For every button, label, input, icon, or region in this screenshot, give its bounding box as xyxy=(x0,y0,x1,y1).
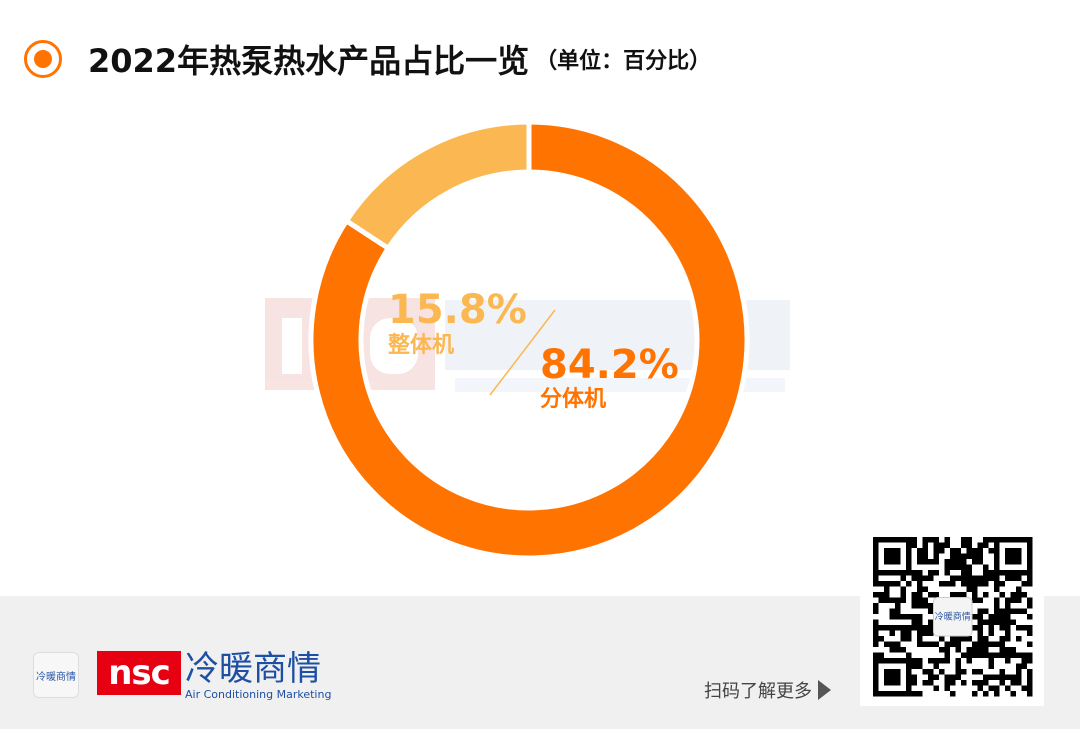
brand-en: Air Conditioning Marketing xyxy=(185,688,332,701)
category-label-2: 整体机 xyxy=(388,332,454,358)
title-row: 2022年热泵热水产品占比一览 （单位：百分比） xyxy=(24,36,711,82)
brand-cn: 冷暖商情 xyxy=(185,649,321,689)
unit-label: （单位：百分比） xyxy=(535,49,712,74)
donut-slice-1 xyxy=(308,119,750,561)
data-label-2: 15.8% xyxy=(388,287,527,333)
qr-center-logo: 冷暖商情 xyxy=(935,611,971,623)
data-label-1: 84.2% xyxy=(540,342,679,388)
category-label-1: 分体机 xyxy=(540,387,606,412)
donut-chart: 15.8% 整体机 84.2% 分体机 xyxy=(265,119,790,561)
brand-logo: nsc 冷暖商情 Air Conditioning Marketing xyxy=(97,649,331,701)
brand-abbr: nsc xyxy=(97,651,181,695)
divider-line xyxy=(489,309,556,396)
donut-slice-2 xyxy=(342,119,532,252)
scan-prompt: 扫码了解更多 xyxy=(704,677,831,703)
scan-text: 扫码了解更多 xyxy=(704,681,812,702)
radio-circle-icon xyxy=(24,40,62,78)
page-title: 2022年热泵热水产品占比一览 xyxy=(88,42,530,80)
play-arrow-icon xyxy=(818,680,831,700)
small-logo: 冷暖商情 xyxy=(33,652,79,698)
qr-code[interactable]: 冷暖商情 xyxy=(860,526,1044,706)
